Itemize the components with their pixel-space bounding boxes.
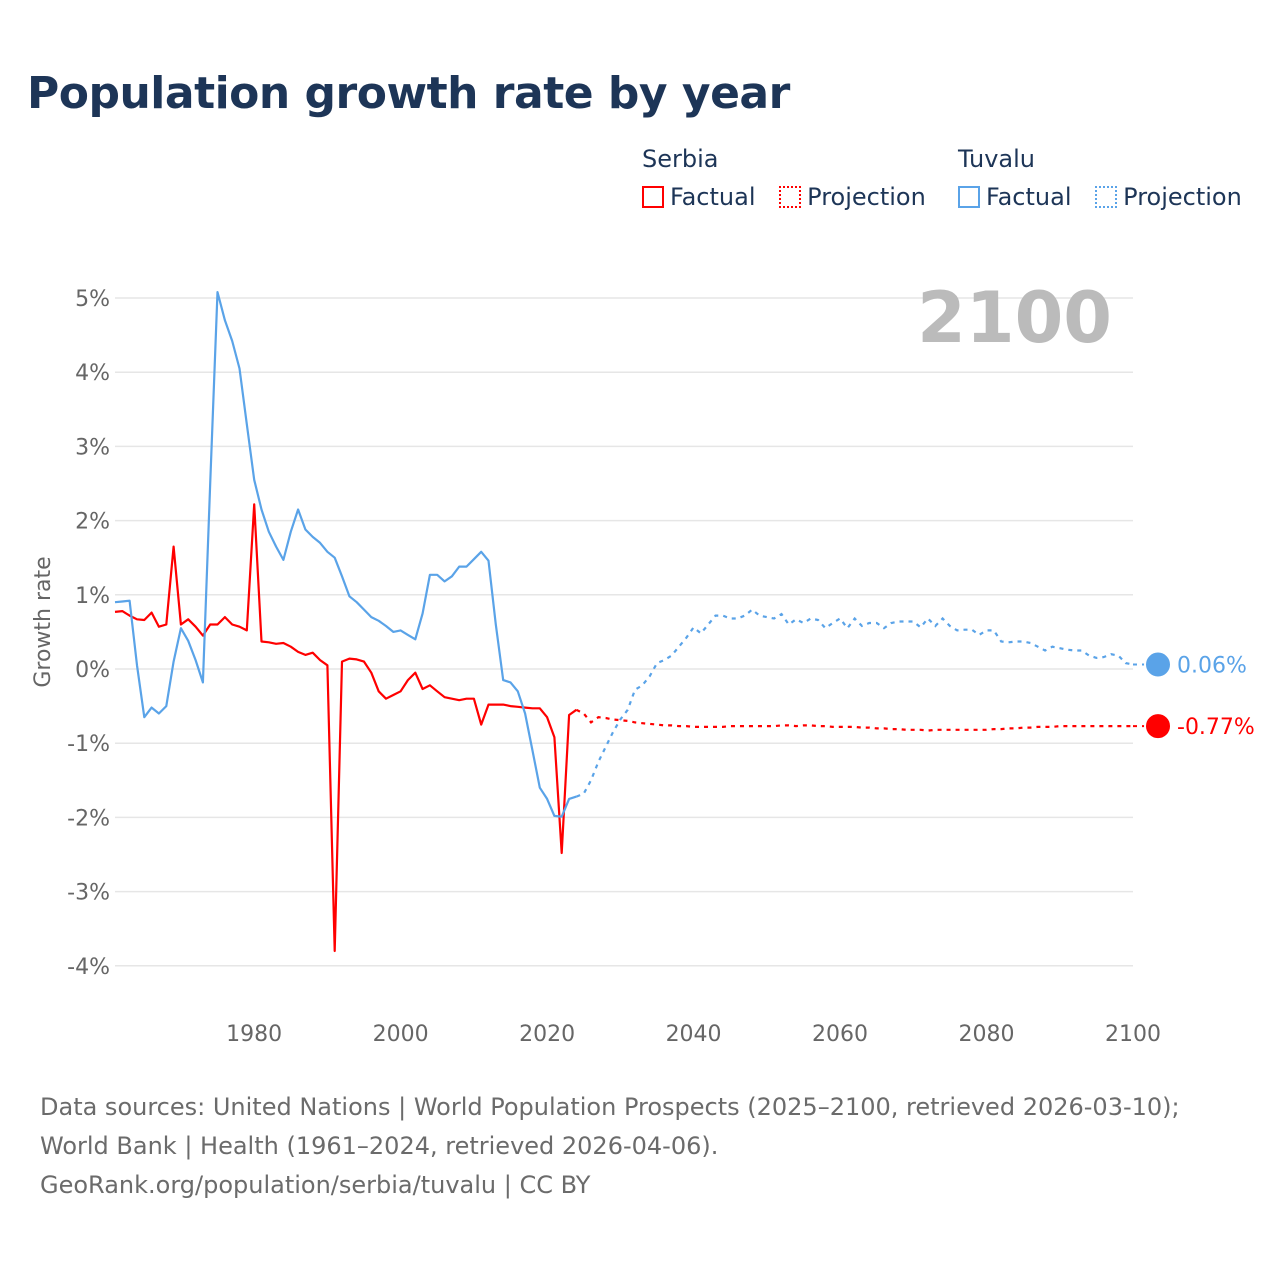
credit-link[interactable]: GeoRank.org/population/serbia/tuvalu | C… — [40, 1171, 591, 1199]
legend-group-name: Tuvalu — [958, 145, 1036, 173]
data-sources: Data sources: United Nations | World Pop… — [40, 1093, 1180, 1160]
y-tick-label: 3% — [75, 435, 110, 460]
y-axis-label: Growth rate — [31, 556, 56, 687]
legend-group-name: Serbia — [642, 145, 719, 173]
y-tick-label: 1% — [75, 584, 110, 609]
year-watermark: 2100 — [917, 277, 1112, 359]
serbia-factual-line — [114, 503, 578, 953]
serbia-end-label: -0.77% — [1177, 715, 1255, 740]
y-tick-label: -4% — [67, 955, 110, 980]
legend-serbia: Serbia Factual Projection — [642, 145, 942, 214]
x-tick-label: 2000 — [373, 1022, 429, 1047]
footer: Data sources: United Nations | World Pop… — [40, 1088, 1240, 1205]
tuvalu-projection-line — [575, 608, 1134, 798]
x-tick-label: 2020 — [519, 1022, 575, 1047]
y-tick-label: 4% — [75, 361, 110, 386]
tuvalu-end-label: 0.06% — [1177, 654, 1247, 679]
legend-label: Factual — [670, 183, 756, 211]
x-tick-label: 1980 — [226, 1022, 282, 1047]
y-tick-label: 2% — [75, 510, 110, 535]
serbia-projection-line — [575, 708, 1133, 732]
y-tick-label: 0% — [75, 658, 110, 683]
x-tick-label: 2100 — [1105, 1022, 1161, 1047]
legend-tuvalu-factual[interactable]: Factual — [958, 183, 1072, 211]
legend-serbia-projection[interactable]: Projection — [779, 183, 926, 211]
y-tick-label: -3% — [67, 881, 110, 906]
chart-area: 5% 4% 3% 2% 1% 0% -1% -2% -3% -4% 1980 2000 2020 2040… — [31, 277, 1255, 1047]
tuvalu-flag-icon — [1144, 650, 1172, 679]
tuvalu-factual-line — [114, 291, 577, 818]
legend-label: Projection — [1123, 183, 1242, 211]
legend-tuvalu: Tuvalu Factual Projection — [958, 145, 1258, 214]
serbia-flag-icon — [1144, 712, 1172, 741]
legend-tuvalu-projection[interactable]: Projection — [1095, 183, 1242, 211]
legend-label: Factual — [986, 183, 1072, 211]
y-tick-label: -1% — [67, 732, 110, 757]
y-tick-label: 5% — [75, 287, 110, 312]
legend-serbia-factual[interactable]: Factual — [642, 183, 756, 211]
x-tick-label: 2040 — [666, 1022, 722, 1047]
x-tick-label: 2080 — [959, 1022, 1015, 1047]
chart-title: Population growth rate by year — [27, 68, 790, 119]
y-tick-label: -2% — [67, 806, 110, 831]
legend-label: Projection — [807, 183, 926, 211]
x-tick-label: 2060 — [812, 1022, 868, 1047]
